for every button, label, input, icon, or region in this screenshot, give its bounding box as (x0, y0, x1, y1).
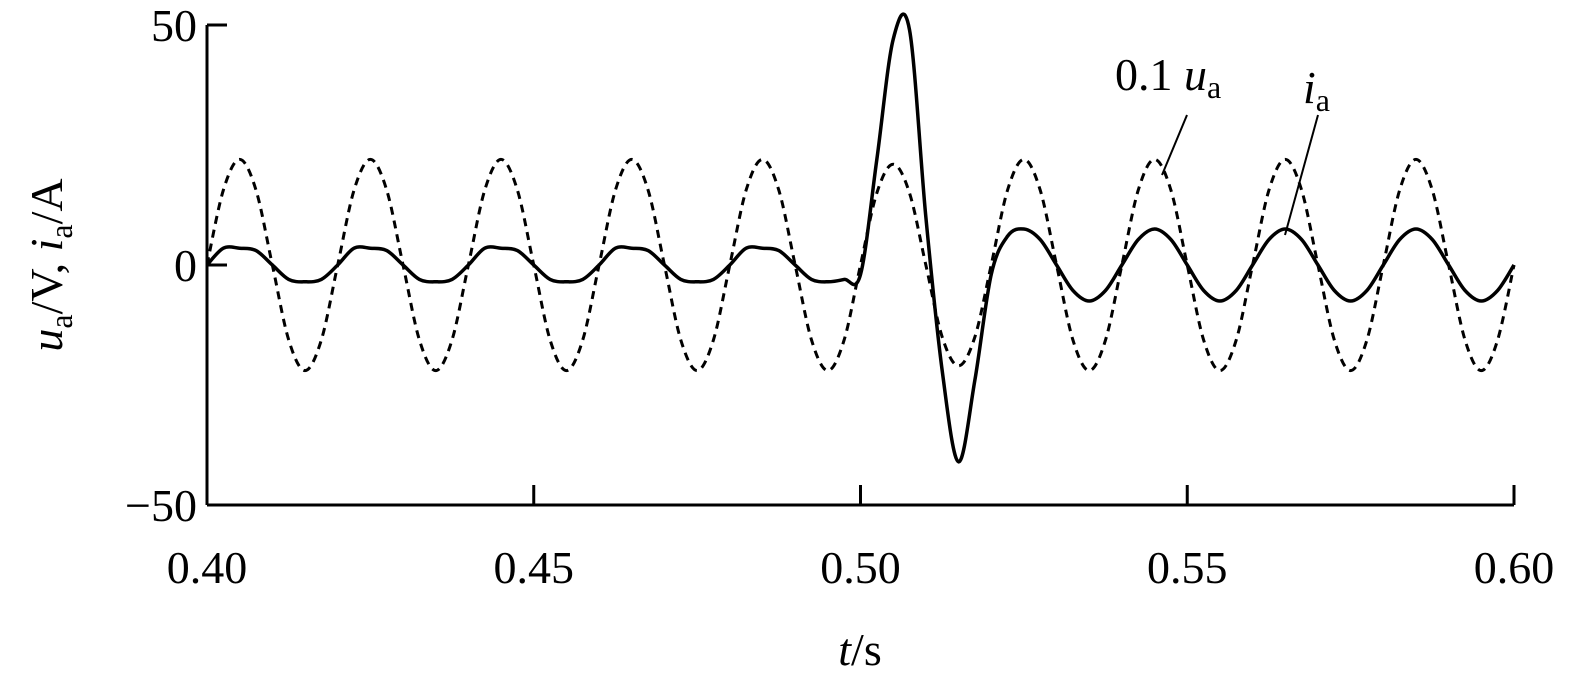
x-title-part: t (838, 624, 852, 675)
x-tick-label: 0.40 (167, 542, 248, 593)
x-tick-label: 0.50 (820, 542, 901, 593)
y-tick-label: 50 (151, 0, 197, 51)
series-line (205, 12, 1516, 464)
annotation-part: i (1303, 62, 1316, 113)
annotation-part: 0.1 (1115, 49, 1184, 100)
y-tick-label: −50 (125, 480, 197, 531)
annotation-part: u (1184, 49, 1207, 100)
annotation-part: a (1207, 69, 1221, 105)
annotation-leader (1161, 114, 1188, 176)
y-title-part: a (43, 224, 79, 238)
x-tick-label: 0.60 (1474, 542, 1555, 593)
y-axis-title: ua/V, ia/A (21, 178, 79, 351)
y-title-part: /V, (21, 251, 72, 314)
series-annotation: ia (1303, 62, 1330, 118)
y-title-part: u (21, 329, 72, 352)
y-title-part: i (21, 239, 72, 252)
x-axis-title: t/s (838, 624, 881, 675)
series-annotation: 0.1 ua (1115, 49, 1221, 105)
x-tick-label: 0.45 (494, 542, 575, 593)
x-title-part: /s (851, 624, 882, 675)
annotation-leader (1284, 114, 1319, 236)
y-tick-label: 0 (174, 240, 197, 291)
y-title-part: a (43, 314, 79, 328)
y-title-part: /A (21, 178, 72, 224)
x-tick-label: 0.55 (1147, 542, 1228, 593)
annotation-part: a (1316, 82, 1330, 118)
